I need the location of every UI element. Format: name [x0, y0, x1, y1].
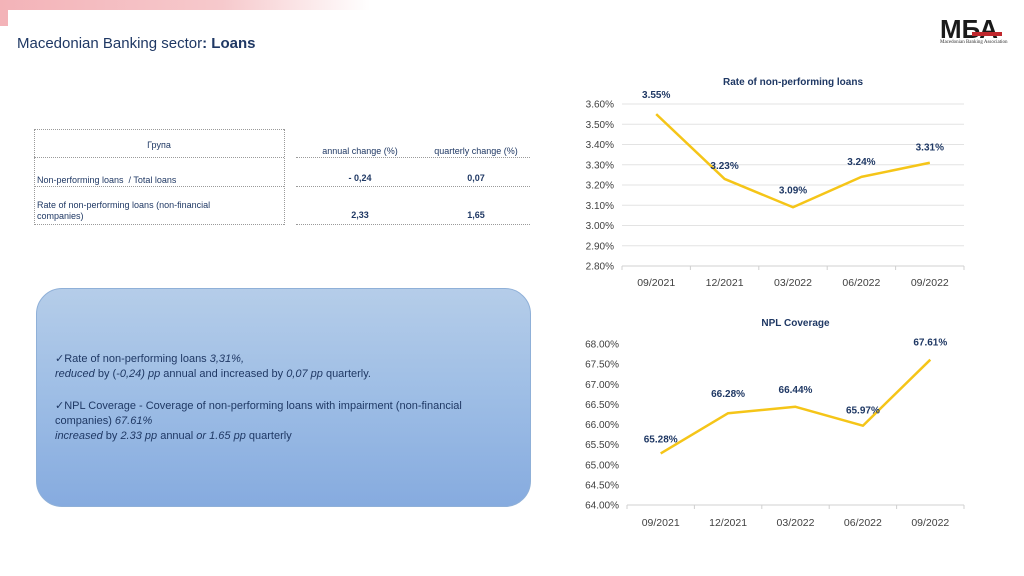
- y-tick-label: 64.50%: [585, 480, 619, 491]
- chart-title: Rate of non-performing loans: [723, 77, 863, 88]
- summary-item-npl-rate: ✓Rate of non-performing loans 3,31%, red…: [55, 352, 515, 382]
- summary-item2-annual-pp: 2.33 pp: [120, 430, 158, 442]
- summary-item1-lead: Rate of non-performing loans: [64, 353, 210, 365]
- summary-item2-increased: increased: [55, 430, 103, 442]
- npl-rate-chart: Rate of non-performing loans 2.80% 2.90% 3.…: [586, 77, 965, 289]
- data-label: 3.31%: [916, 143, 944, 154]
- summary-item2-annual-text: annual: [157, 430, 197, 442]
- summary-item1-value: 3,31%,: [209, 353, 244, 365]
- y-tick-label: 2.80%: [586, 262, 614, 273]
- table-row-2-label-line1: Rate of non-performing loans (non-financ…: [37, 200, 211, 210]
- top-accent-notch: [0, 10, 8, 26]
- y-tick-label: 67.00%: [585, 380, 619, 391]
- table-row-2-annual: 2,33: [351, 210, 369, 220]
- data-label: 3.24%: [847, 157, 875, 168]
- loans-change-table: Група annual change (%) quarterly change…: [34, 129, 534, 225]
- summary-item1-quarterly-text: quarterly.: [322, 368, 371, 380]
- table-header-annual: annual change (%): [322, 146, 398, 156]
- summary-item1-annual-pp: -0,24) pp: [116, 368, 161, 380]
- summary-item2-by: by: [102, 430, 121, 442]
- x-tick-label: 06/2022: [844, 517, 882, 529]
- y-tick-label: 3.10%: [586, 201, 614, 212]
- summary-item2-lead: NPL Coverage - Coverage of non-performin…: [64, 400, 462, 412]
- npl-coverage-chart: NPL Coverage 64.00% 64.50% 65.00% 65.50% 66.0…: [585, 318, 965, 529]
- x-tick-label: 03/2022: [777, 517, 815, 529]
- top-accent-bar: [0, 0, 370, 10]
- y-tick-label: 3.60%: [586, 100, 614, 111]
- y-tick-label: 65.00%: [585, 460, 619, 471]
- summary-item1-annual-text: annual and increased by: [160, 368, 287, 380]
- series-line: [660, 358, 932, 455]
- x-tick-label: 06/2022: [842, 277, 880, 289]
- x-tick-label: 09/2022: [911, 277, 949, 289]
- page-title-colon: :: [202, 35, 212, 52]
- x-tick-label: 12/2021: [709, 517, 747, 529]
- data-label: 3.09%: [779, 185, 807, 196]
- y-tick-label: 3.00%: [586, 221, 614, 232]
- y-tick-label: 64.00%: [585, 501, 619, 512]
- summary-item2-quarterly-text: quarterly: [245, 430, 292, 442]
- summary-item1-quarterly-pp: 0,07 pp: [286, 368, 323, 380]
- table-row-2-quarterly: 1,65: [467, 210, 485, 220]
- summary-box: ✓Rate of non-performing loans 3,31%, red…: [36, 288, 531, 507]
- y-tick-label: 2.90%: [586, 241, 614, 252]
- check-icon: ✓: [55, 400, 65, 412]
- page-title-bold: Loans: [211, 35, 256, 52]
- x-tick-label: 03/2022: [774, 277, 812, 289]
- y-tick-label: 3.20%: [586, 181, 614, 192]
- summary-item1-reduced: reduced: [55, 368, 95, 380]
- data-label: 3.55%: [642, 90, 670, 101]
- data-label: 66.44%: [779, 385, 813, 396]
- table-row-1-quarterly: 0,07: [467, 173, 485, 183]
- y-tick-label: 67.50%: [585, 360, 619, 371]
- y-tick-label: 3.40%: [586, 140, 614, 151]
- x-tick-label: 09/2022: [911, 517, 949, 529]
- y-tick-label: 68.00%: [585, 340, 619, 351]
- data-label: 65.28%: [644, 434, 678, 445]
- mba-logo: МБА: [940, 14, 1002, 44]
- data-label: 66.28%: [711, 389, 745, 400]
- table-row-2-label-line2: companies): [37, 211, 84, 221]
- page-title-prefix: Macedonian Banking sector: [17, 35, 203, 52]
- y-tick-label: 3.50%: [586, 120, 614, 131]
- x-tick-label: 09/2021: [637, 277, 675, 289]
- mba-logo-mark: МБА: [940, 14, 998, 44]
- check-icon: ✓: [55, 353, 65, 365]
- y-tick-label: 3.30%: [586, 160, 614, 171]
- data-label: 65.97%: [846, 406, 880, 417]
- y-tick-label: 66.50%: [585, 400, 619, 411]
- table-row-1-annual: - 0,24: [348, 173, 372, 183]
- table-header-quarterly: quarterly change (%): [434, 146, 518, 156]
- mba-logo-caption: Macedonian Banking Association: [940, 40, 1008, 45]
- summary-item2-quarterly-pp: or 1.65 pp: [196, 430, 246, 442]
- table-header-group: Група: [147, 140, 171, 150]
- x-tick-label: 12/2021: [706, 277, 744, 289]
- x-tick-label: 09/2021: [642, 517, 680, 529]
- chart-title: NPL Coverage: [761, 318, 830, 329]
- summary-item-npl-coverage: ✓NPL Coverage - Coverage of non-performi…: [55, 399, 515, 444]
- summary-item2-companies: companies): [55, 415, 115, 427]
- data-label: 3.23%: [710, 161, 738, 172]
- summary-item1-by: by (: [94, 368, 117, 380]
- y-tick-label: 65.50%: [585, 440, 619, 451]
- table-row-1-label: Non-performing loans / Total loans: [37, 175, 177, 185]
- summary-item2-value: 67.61%: [114, 415, 153, 427]
- y-tick-label: 66.00%: [585, 420, 619, 431]
- page-title: Macedonian Banking sector: Loans: [17, 35, 255, 52]
- data-label: 67.61%: [913, 338, 947, 349]
